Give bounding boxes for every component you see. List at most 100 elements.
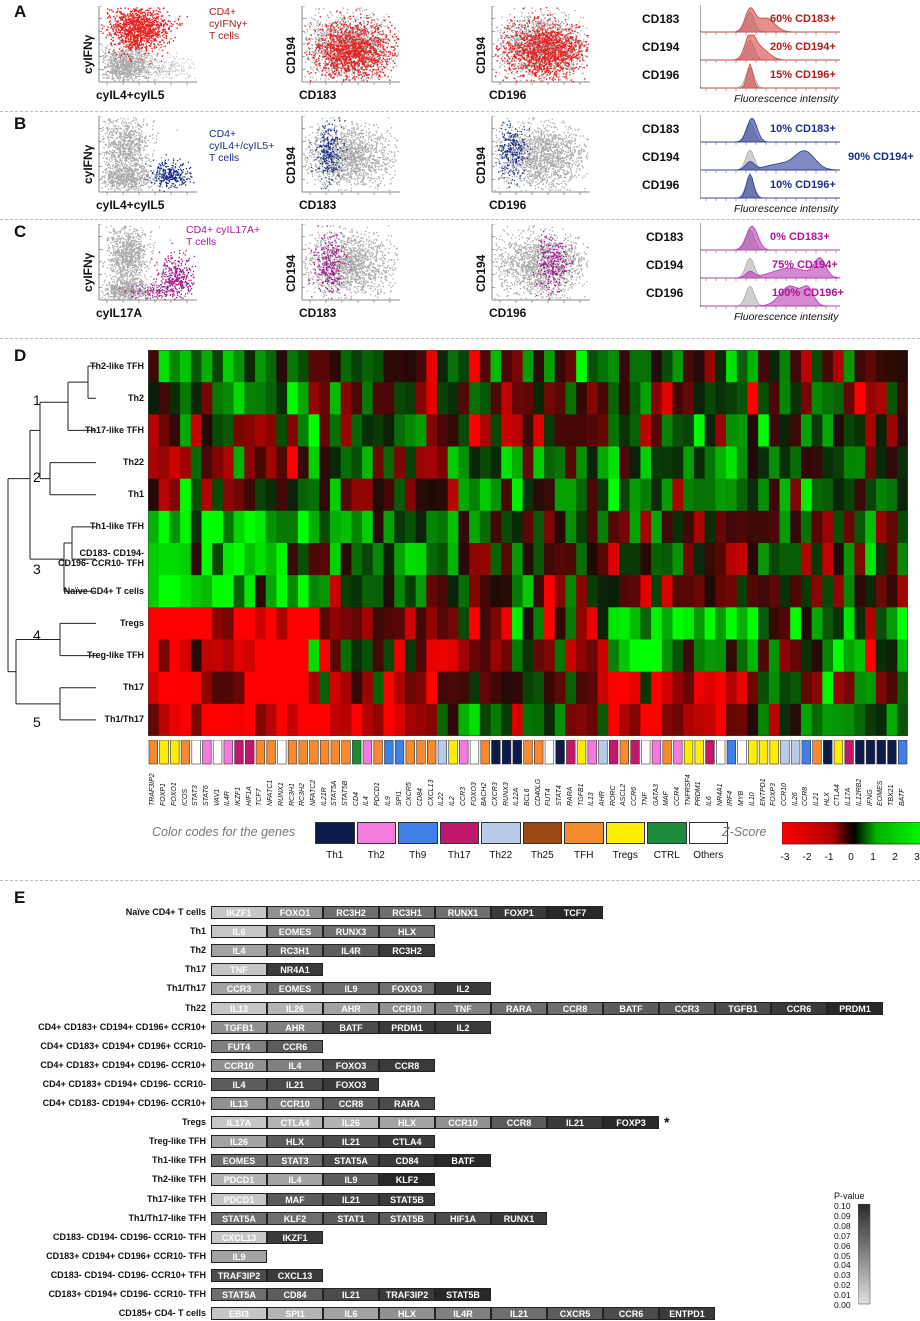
enrichment-gene-box: IKZF1 — [211, 906, 267, 919]
gene-color-code — [481, 740, 490, 764]
heatmap-cell — [801, 575, 812, 608]
heatmap-cell — [330, 447, 341, 480]
heatmap-cell — [244, 414, 255, 447]
heatmap-cell — [191, 511, 202, 544]
histogram-marker-label: CD194 — [642, 40, 679, 54]
gene-label: RARA — [567, 787, 574, 806]
heatmap-cell — [373, 640, 384, 673]
heatmap-cell — [662, 511, 673, 544]
gene-color-code — [320, 740, 329, 764]
gene-color-code — [695, 740, 704, 764]
heatmap-cell — [555, 672, 566, 705]
heatmap-cell — [812, 640, 823, 673]
gene-color-code — [545, 740, 554, 764]
heatmap-cell — [555, 607, 566, 640]
heatmap-cell — [437, 479, 448, 512]
heatmap-cell — [373, 704, 384, 736]
heatmap-cell — [223, 640, 234, 673]
heatmap-cell — [244, 704, 255, 736]
heatmap-cell — [202, 447, 213, 480]
heatmap-cell — [887, 382, 898, 415]
gene-label: GATA3 — [653, 784, 660, 806]
heatmap-cell — [876, 672, 887, 705]
heatmap-cell — [276, 511, 287, 544]
gene-label: HLX — [824, 792, 831, 806]
heatmap-cell — [458, 382, 469, 415]
heatmap-cell — [737, 607, 748, 640]
enrichment-gene-box: CCR6 — [267, 1040, 323, 1053]
heatmap-cell — [159, 672, 170, 705]
heatmap-cell — [180, 479, 191, 512]
heatmap-cell — [897, 672, 908, 705]
cluster-number: 2 — [33, 469, 41, 485]
enrichment-gene-box: CXCL13 — [211, 1231, 267, 1244]
enrichment-gene-box: CCR8 — [547, 1002, 603, 1015]
heatmap-cell — [812, 575, 823, 608]
heatmap-cell — [651, 607, 662, 640]
heatmap-cell — [276, 479, 287, 512]
heatmap-cell — [544, 607, 555, 640]
scatter-x-label: cyIL4+cyIL5 — [96, 198, 164, 212]
heatmap-cell — [780, 607, 791, 640]
gene-label: IL9 — [385, 796, 392, 806]
heatmap-cell — [469, 575, 480, 608]
heatmap-cell — [758, 350, 769, 383]
heatmap-cell — [341, 704, 352, 736]
heatmap-cell — [876, 350, 887, 383]
enrichment-row-label: CD183+ CD194+ CD196+ CCR10- TFH — [46, 1251, 206, 1261]
heatmap-cell — [266, 414, 277, 447]
heatmap-cell — [341, 447, 352, 480]
gene-label: FOXO1 — [171, 782, 178, 806]
heatmap-cell — [683, 672, 694, 705]
separator-ab — [0, 111, 920, 112]
gene-color-code — [427, 740, 436, 764]
heatmap-cell — [801, 511, 812, 544]
heatmap-cell — [737, 382, 748, 415]
scatter-y-label: cyIFNγ — [81, 145, 95, 184]
heatmap-cell — [437, 447, 448, 480]
heatmap-cell — [887, 704, 898, 736]
heatmap-cell — [159, 607, 170, 640]
heatmap-cell — [715, 704, 726, 736]
gene-color-code — [459, 740, 468, 764]
heatmap-cell — [683, 640, 694, 673]
heatmap-cell — [191, 447, 202, 480]
heatmap-cell — [373, 511, 384, 544]
heatmap-cell — [747, 640, 758, 673]
population-label-line: CD4+ — [209, 128, 274, 140]
heatmap-cell — [801, 350, 812, 383]
heatmap-cell — [651, 704, 662, 736]
enrichment-gene-box: STAT1 — [323, 1212, 379, 1225]
heatmap-cell — [266, 350, 277, 383]
heatmap-grid — [148, 350, 908, 736]
gene-label: IL10 — [749, 792, 756, 806]
gene-label: IL21R — [321, 787, 328, 806]
heatmap-cell — [565, 414, 576, 447]
gene-color-code — [502, 740, 511, 764]
heatmap-cell — [812, 382, 823, 415]
scatter-plot — [97, 116, 199, 198]
heatmap-cell — [234, 447, 245, 480]
enrichment-gene-box: HLX — [379, 925, 435, 938]
gene-label: IL13 — [588, 792, 595, 806]
heatmap-cell — [234, 511, 245, 544]
cluster-number: 3 — [33, 561, 41, 577]
heatmap-cell — [576, 607, 587, 640]
heatmap-cell — [715, 350, 726, 383]
heatmap-cell — [469, 511, 480, 544]
enrichment-row-label: CD4+ CD183- CD194+ CD196- CCR10+ — [43, 1098, 206, 1108]
heatmap-cell — [737, 511, 748, 544]
heatmap-cell — [769, 640, 780, 673]
gene-color-code — [170, 740, 179, 764]
enrichment-gene-box: IL26 — [211, 1135, 267, 1148]
enrichment-gene-box: IL4 — [211, 944, 267, 957]
enrichment-gene-box: TGFB1 — [211, 1021, 267, 1034]
scatter-plot — [300, 224, 402, 306]
gene-color-code — [363, 740, 372, 764]
heatmap-cell — [287, 607, 298, 640]
heatmap-cell — [255, 704, 266, 736]
heatmap-cell — [555, 575, 566, 608]
heatmap-cell — [480, 543, 491, 576]
enrichment-gene-box: RARA — [491, 1002, 547, 1015]
heatmap-cell — [448, 672, 459, 705]
